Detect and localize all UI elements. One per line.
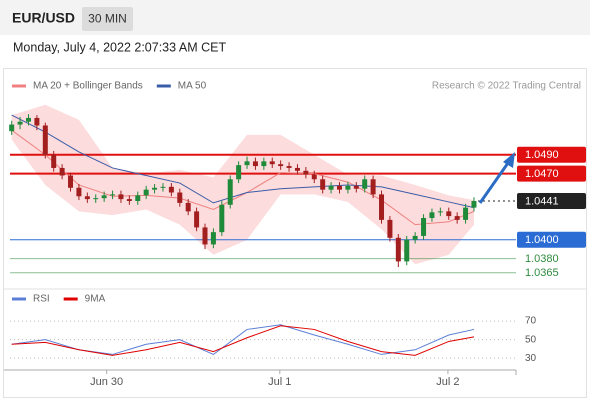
level-box xyxy=(517,231,586,248)
forecast-arrow xyxy=(478,162,510,204)
timestamp: Monday, July 4, 2022 2:07:33 AM CET xyxy=(13,40,226,54)
candle-body xyxy=(9,124,15,132)
candle-body xyxy=(202,227,208,245)
candle-body xyxy=(362,179,368,189)
candle-body xyxy=(110,194,116,196)
candle-body xyxy=(68,175,74,188)
candle-body xyxy=(219,204,225,233)
candle-body xyxy=(252,161,258,167)
candle-body xyxy=(454,216,460,220)
candle-body xyxy=(177,192,183,203)
x-tick-label: Jul 1 xyxy=(268,376,291,388)
frame xyxy=(3,68,587,398)
forecast-arrowhead xyxy=(503,152,515,168)
candle-body xyxy=(345,185,351,190)
legend-swatch xyxy=(12,84,26,88)
candle-body xyxy=(370,179,376,195)
level-label: 1.0470 xyxy=(525,168,559,180)
level-label: 1.0441 xyxy=(525,195,559,207)
candle-body xyxy=(336,185,342,190)
level-label: 1.0490 xyxy=(525,149,559,161)
candle-body xyxy=(387,219,393,238)
candle-body xyxy=(395,237,401,262)
candle-body xyxy=(429,212,435,218)
candle-body xyxy=(227,179,233,205)
candle-body xyxy=(471,200,477,208)
candle-body xyxy=(168,186,174,193)
legend-swatch xyxy=(12,297,26,301)
level-label: 1.0380 xyxy=(525,253,559,265)
candle-body xyxy=(236,165,242,180)
bollinger-band xyxy=(11,104,474,265)
candle-body xyxy=(84,196,90,200)
legend-label: RSI xyxy=(33,294,50,305)
candle-body xyxy=(261,161,267,167)
level-box xyxy=(517,192,586,209)
candle-body xyxy=(76,187,82,197)
candle-body xyxy=(320,179,326,190)
interval-badge xyxy=(82,7,133,31)
candle-body xyxy=(126,199,132,201)
level-label: 1.0365 xyxy=(525,267,559,279)
y-tick-label: 50 xyxy=(525,334,537,345)
candle-body xyxy=(328,185,334,190)
candle-body xyxy=(25,117,31,122)
source: Research © 2022 Trading Central xyxy=(432,81,581,92)
candle-body xyxy=(311,174,317,180)
candle-body xyxy=(421,217,427,236)
candle-body xyxy=(404,239,410,262)
level-box xyxy=(517,146,586,163)
candle-body xyxy=(42,125,48,155)
candle-body xyxy=(437,211,443,213)
x-tick-label: Jun 30 xyxy=(90,376,123,388)
candle-body xyxy=(152,187,158,190)
x-tick-label: Jul 2 xyxy=(436,376,459,388)
candle-body xyxy=(269,161,275,165)
y-tick-label: 70 xyxy=(525,316,537,327)
candle-body xyxy=(210,232,216,245)
candle-body xyxy=(135,195,141,201)
legend-swatch xyxy=(63,297,78,301)
candle-body xyxy=(303,170,309,175)
candle-body xyxy=(118,194,124,200)
indicator-line xyxy=(11,325,475,356)
legend-swatch xyxy=(156,84,171,88)
level-label: 1.0400 xyxy=(525,234,559,246)
legend-label: MA 50 xyxy=(178,81,207,92)
y-tick-label: 30 xyxy=(525,353,537,364)
candle-body xyxy=(286,166,292,168)
candle-body xyxy=(379,194,385,220)
candle-body xyxy=(244,161,250,166)
candle-body xyxy=(463,207,469,220)
interval: 30 MIN xyxy=(88,12,127,26)
level-box xyxy=(517,165,586,182)
candle-body xyxy=(194,211,200,228)
candle-body xyxy=(353,185,359,189)
candle-body xyxy=(160,186,166,188)
legend-label: 9MA xyxy=(85,294,106,305)
candle-body xyxy=(446,211,452,217)
symbol: EUR/USD xyxy=(12,10,75,26)
moving-average xyxy=(11,114,475,209)
candle-body xyxy=(59,167,65,176)
candle-body xyxy=(51,154,57,168)
candle-body xyxy=(412,235,418,240)
candle-body xyxy=(278,164,284,167)
candle-body xyxy=(93,198,99,200)
candle-body xyxy=(34,117,40,126)
plot: 1.0490 1.0470 1.0441 1.0400 1.0380 1.0365 MA 2… xyxy=(4,81,586,388)
candle-body xyxy=(101,195,107,199)
candle-body xyxy=(17,121,23,125)
candle-body xyxy=(143,189,149,196)
candle-body xyxy=(185,202,191,212)
candle-body xyxy=(294,167,300,171)
legend-label: MA 20 + Bollinger Bands xyxy=(33,81,143,92)
